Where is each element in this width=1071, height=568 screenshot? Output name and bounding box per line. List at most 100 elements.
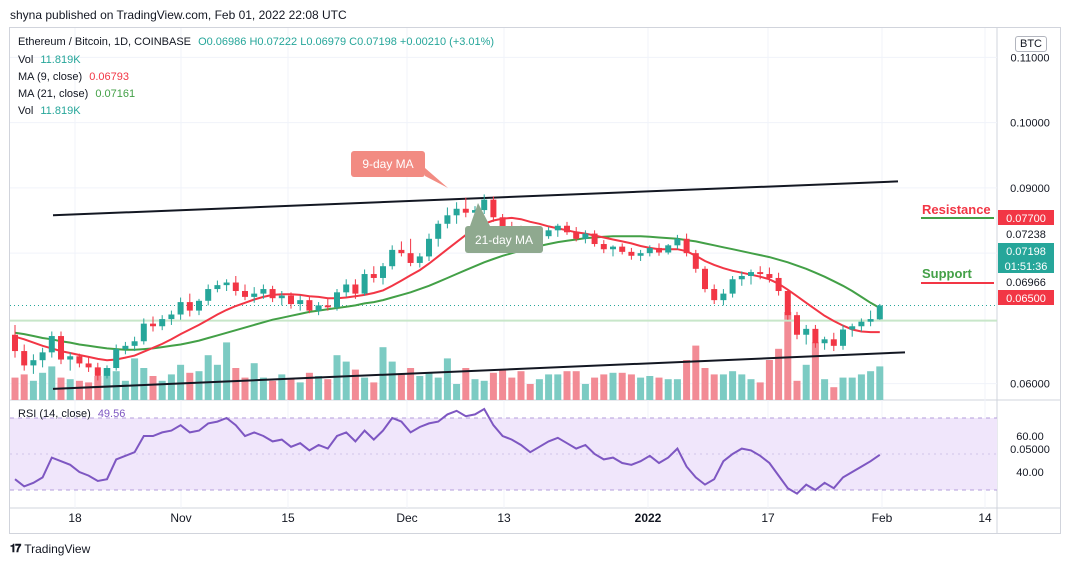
candle-body: [232, 282, 239, 292]
candle-body: [297, 300, 304, 305]
candle-body: [821, 339, 828, 344]
candle-body: [196, 300, 202, 311]
candle-body: [435, 223, 442, 239]
candle-body: [12, 334, 18, 352]
ma9-line: [14, 216, 880, 362]
candle-body: [637, 253, 644, 256]
price-label: 01:51:36: [1005, 261, 1048, 273]
volume-bar: [821, 379, 829, 400]
volume-bar: [443, 358, 451, 400]
candle-body: [21, 351, 28, 366]
volume-bar: [177, 364, 185, 400]
volume-bar: [416, 376, 424, 400]
candle-body: [628, 251, 635, 256]
candle-body: [757, 272, 764, 275]
price-label: 0.06966: [1006, 277, 1046, 289]
candle-body: [830, 339, 837, 346]
candle-body: [692, 253, 699, 269]
publisher-line: shyna published on TradingView.com, Feb …: [10, 8, 347, 22]
volume-bar: [158, 380, 166, 400]
currency-button[interactable]: BTC: [1015, 36, 1047, 52]
candle-body: [573, 232, 580, 239]
candle-body: [656, 247, 662, 253]
volume-bar: [508, 377, 516, 400]
volume-bar: [499, 369, 507, 400]
candle-body: [720, 293, 727, 301]
price-label: 0.06500: [1006, 293, 1046, 305]
volume-bar: [756, 382, 764, 400]
ma9-annotation-box: [351, 151, 425, 177]
candle-body: [591, 233, 598, 245]
volume-bar: [655, 377, 663, 400]
volume-bar: [425, 372, 433, 400]
candle-body: [361, 274, 368, 294]
legend-ohlc-values: O0.06986 H0.07222 L0.06979 C0.07198 +0.0…: [198, 36, 495, 48]
volume-bar: [664, 379, 672, 400]
candle-body: [766, 274, 773, 278]
candle-body: [481, 199, 488, 211]
candle-body: [140, 323, 147, 342]
volume-bar: [342, 361, 350, 400]
volume-bar: [719, 374, 727, 400]
volume-bar: [66, 379, 74, 400]
candle-body: [306, 300, 313, 311]
volume-bar: [462, 368, 470, 400]
volume-bar: [683, 360, 691, 400]
candle-body: [113, 349, 120, 369]
candle-body: [315, 305, 322, 311]
volume-bar: [195, 371, 203, 400]
candle-body: [85, 363, 92, 368]
volume-bar: [710, 374, 718, 400]
legend-pair: Ethereum / Bitcoin, 1D, COINBASE: [18, 36, 192, 48]
volume-bar: [572, 371, 580, 400]
price-label-bg: [998, 243, 1054, 258]
tradingview-brand[interactable]: 𝟏𝟕 TradingView: [10, 542, 90, 556]
volume-bar: [802, 364, 810, 400]
candle-body: [453, 208, 460, 216]
volume-bar: [48, 366, 56, 400]
candle-body: [214, 285, 221, 290]
volume-bar: [563, 371, 571, 400]
volume-bar: [830, 387, 838, 400]
lower-channel-line: [52, 351, 906, 390]
candle-body: [223, 282, 230, 286]
volume-bar: [535, 379, 543, 400]
candle-body: [242, 291, 248, 297]
candle-body: [674, 238, 681, 246]
volume-bar: [793, 380, 801, 400]
candle-body: [251, 293, 258, 297]
time-tick-label: 17: [761, 511, 775, 525]
volume-bar: [241, 377, 249, 400]
volume-bar: [765, 360, 773, 400]
candle-body: [803, 328, 810, 335]
volume-bar: [407, 368, 415, 400]
volume-bar: [434, 377, 442, 400]
volume-bar: [379, 347, 387, 400]
volume-bar: [673, 379, 681, 400]
volume-bar: [848, 377, 856, 400]
candle-body: [389, 249, 396, 267]
volume-bar: [103, 368, 111, 400]
candle-body: [370, 274, 377, 278]
candle-body: [269, 289, 276, 299]
volume-bar: [857, 374, 865, 400]
candle-body: [702, 268, 708, 290]
price-label-bg: [998, 258, 1054, 273]
candle-body: [711, 289, 718, 301]
volume-bar: [11, 377, 19, 400]
candle-body: [426, 238, 432, 257]
price-label: 0.07198: [1006, 246, 1046, 258]
legend-ma21-value: 0.07161: [95, 88, 136, 100]
volume-bar: [232, 368, 240, 400]
price-label: 0.07238: [1006, 229, 1046, 241]
candle-body: [610, 246, 616, 250]
volume-bar: [39, 372, 47, 400]
volume-bar: [581, 384, 589, 400]
candle-body: [665, 245, 672, 253]
candle-body: [462, 208, 469, 213]
volume-bar: [747, 379, 755, 400]
candle-body: [784, 291, 791, 316]
price-tick-label: 0.11000: [1011, 52, 1050, 64]
volume-bar: [121, 380, 129, 400]
